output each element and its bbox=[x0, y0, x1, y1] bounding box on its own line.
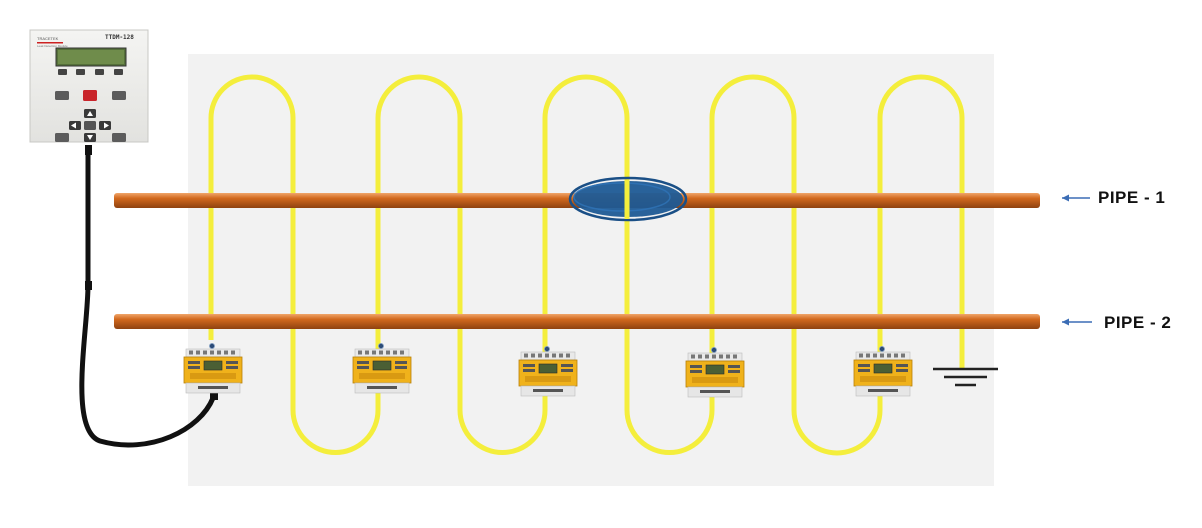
module-display bbox=[705, 364, 725, 375]
ttdm-controller: TRACETEK TTDM-128 Leak Detection Module bbox=[29, 29, 149, 143]
status-led bbox=[208, 342, 215, 349]
cable-connector bbox=[210, 391, 218, 400]
controller-subtitle: Leak Detection Module bbox=[37, 44, 68, 48]
status-led bbox=[377, 342, 384, 349]
sensing-cable bbox=[208, 74, 965, 456]
controller-brand: TRACETEK bbox=[37, 36, 59, 41]
ttsim-module bbox=[685, 346, 745, 398]
module-display bbox=[203, 360, 223, 371]
test-button bbox=[55, 91, 69, 100]
arrow-left-icon bbox=[1062, 194, 1090, 202]
leak-spot bbox=[568, 176, 688, 222]
ttsim-module bbox=[183, 342, 243, 394]
arrow-left-icon bbox=[1062, 318, 1092, 326]
enter-button bbox=[112, 133, 126, 142]
pipe-1-label: PIPE - 1 bbox=[1098, 188, 1166, 207]
esc-button bbox=[55, 133, 69, 142]
pipe-2 bbox=[114, 314, 1040, 329]
status-led bbox=[544, 345, 551, 352]
controller-model: TTDM-128 bbox=[105, 34, 134, 41]
ttsim-module bbox=[352, 342, 412, 394]
module-display bbox=[873, 363, 893, 374]
communication-cable bbox=[79, 147, 216, 448]
ground-icon bbox=[933, 367, 998, 387]
module-display bbox=[372, 360, 392, 371]
status-led bbox=[879, 345, 886, 352]
menu-button bbox=[112, 91, 126, 100]
status-led bbox=[711, 346, 718, 353]
cable-connector bbox=[85, 281, 92, 290]
ttsim-module bbox=[853, 345, 913, 397]
floor-panel bbox=[188, 54, 994, 486]
cable-connector bbox=[85, 145, 92, 155]
module-display bbox=[538, 363, 558, 374]
pipe-2-label: PIPE - 2 bbox=[1104, 313, 1172, 332]
alarm-button bbox=[83, 90, 97, 101]
modules bbox=[183, 342, 913, 398]
ttsim-module bbox=[518, 345, 578, 397]
